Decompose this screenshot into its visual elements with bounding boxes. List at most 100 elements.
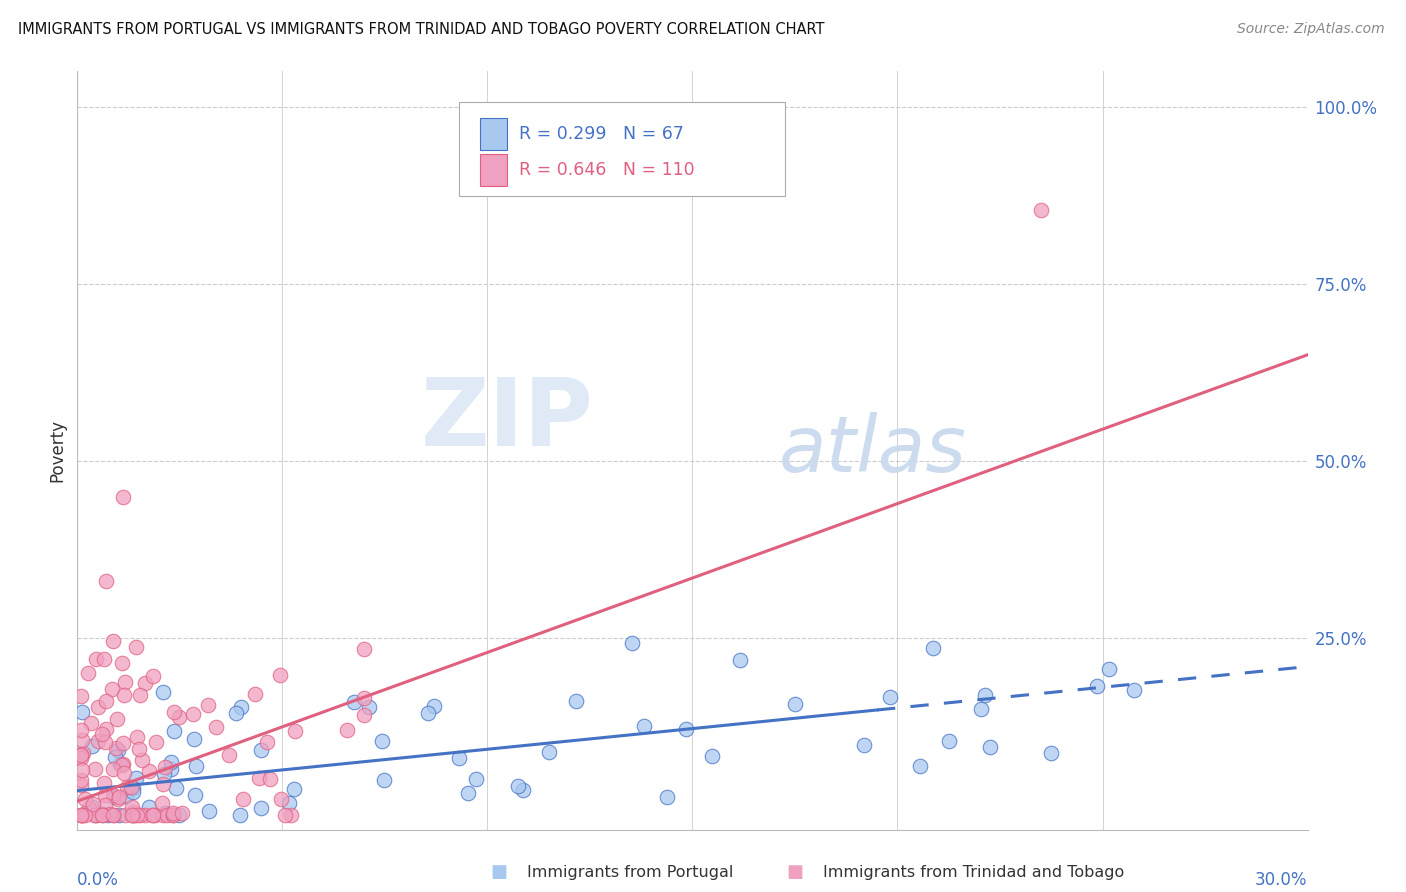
Point xyxy=(152,777,174,791)
Point xyxy=(621,636,644,650)
Point xyxy=(243,686,266,700)
Point xyxy=(103,788,125,802)
Point xyxy=(103,634,125,648)
Point xyxy=(105,712,128,726)
Point xyxy=(128,688,150,702)
Point xyxy=(141,807,163,822)
Y-axis label: Poverty: Poverty xyxy=(48,419,66,482)
Point xyxy=(156,807,179,822)
Point xyxy=(96,694,118,708)
Point xyxy=(138,800,160,814)
Point xyxy=(142,807,165,822)
Point xyxy=(70,689,93,703)
Point xyxy=(169,807,191,822)
Point xyxy=(879,690,901,704)
Point xyxy=(121,807,143,822)
Point xyxy=(256,735,278,749)
Point xyxy=(259,772,281,786)
Point xyxy=(120,780,142,795)
Point xyxy=(114,807,136,822)
Point xyxy=(103,807,125,822)
Point xyxy=(142,669,165,683)
Point xyxy=(232,792,254,806)
Text: R = 0.299   N = 67: R = 0.299 N = 67 xyxy=(519,125,683,144)
Point xyxy=(373,773,395,788)
Point xyxy=(125,640,148,654)
Point xyxy=(107,742,129,756)
Point xyxy=(70,807,93,822)
Point xyxy=(111,657,134,671)
Text: 30.0%: 30.0% xyxy=(1256,871,1308,889)
Point xyxy=(128,742,150,756)
Point xyxy=(105,741,128,756)
Point xyxy=(83,807,105,822)
Point xyxy=(143,807,166,822)
Point xyxy=(283,781,305,796)
Point xyxy=(70,763,93,777)
Point xyxy=(1040,746,1063,760)
Point xyxy=(121,799,143,814)
Point xyxy=(70,807,93,822)
Text: Immigrants from Portugal: Immigrants from Portugal xyxy=(527,865,734,880)
Point xyxy=(225,706,247,721)
Point xyxy=(633,719,655,733)
Point xyxy=(270,791,292,805)
Point xyxy=(172,806,194,821)
Point xyxy=(506,779,529,793)
Point xyxy=(108,757,131,772)
Point xyxy=(80,739,103,753)
Point xyxy=(422,699,444,714)
Point xyxy=(1098,662,1121,676)
Point xyxy=(162,807,184,822)
Point xyxy=(97,807,120,822)
Point xyxy=(121,805,143,819)
Point xyxy=(87,700,110,714)
Point xyxy=(343,695,366,709)
Point xyxy=(70,733,93,747)
Point xyxy=(115,780,138,794)
Point xyxy=(155,805,177,820)
Point xyxy=(100,807,122,822)
Point xyxy=(162,705,184,719)
Point xyxy=(418,706,440,720)
Point xyxy=(111,757,134,772)
Point xyxy=(152,685,174,699)
Point xyxy=(853,738,876,752)
Point xyxy=(80,716,103,731)
Point xyxy=(84,807,107,822)
Point xyxy=(974,688,997,702)
Point xyxy=(70,747,93,762)
Point xyxy=(280,807,302,822)
Point xyxy=(86,652,108,666)
Point xyxy=(160,762,183,776)
Point xyxy=(353,707,375,722)
Point xyxy=(114,789,136,803)
Point xyxy=(93,776,115,790)
Point xyxy=(94,798,117,813)
Point xyxy=(138,764,160,778)
Point xyxy=(94,574,117,589)
Point xyxy=(70,723,93,737)
Point xyxy=(247,772,270,786)
Point xyxy=(90,807,112,822)
Point xyxy=(229,807,252,822)
Point xyxy=(94,722,117,736)
Point xyxy=(921,640,943,655)
Bar xyxy=(479,119,506,150)
Point xyxy=(167,710,190,724)
Point xyxy=(104,750,127,764)
Text: atlas: atlas xyxy=(779,412,966,489)
Point xyxy=(273,807,295,822)
Text: R = 0.646   N = 110: R = 0.646 N = 110 xyxy=(519,161,695,179)
Point xyxy=(112,490,135,504)
Point xyxy=(70,807,93,822)
Point xyxy=(159,755,181,769)
Point xyxy=(205,719,228,733)
Point xyxy=(90,727,112,741)
Point xyxy=(457,786,479,800)
Point xyxy=(70,705,93,719)
Point xyxy=(84,762,107,776)
Point xyxy=(112,757,135,772)
Point xyxy=(82,800,104,814)
Point xyxy=(101,807,124,822)
